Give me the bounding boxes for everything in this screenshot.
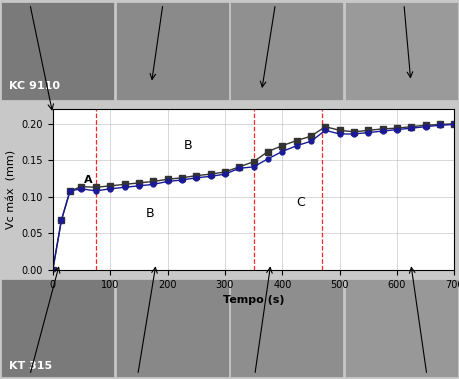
Bar — [230, 2, 343, 100]
Bar — [1, 279, 114, 377]
Text: C: C — [296, 196, 305, 208]
Y-axis label: Vc máx  (mm): Vc máx (mm) — [6, 150, 16, 229]
Bar — [116, 2, 229, 100]
Text: B: B — [146, 207, 155, 220]
Text: KT 315: KT 315 — [9, 361, 52, 371]
Text: A: A — [84, 175, 93, 185]
X-axis label: Tempo (s): Tempo (s) — [223, 295, 284, 305]
Bar — [345, 2, 458, 100]
Bar — [1, 2, 114, 100]
Bar — [116, 279, 229, 377]
Text: B: B — [183, 139, 192, 152]
Bar — [230, 279, 343, 377]
Text: KC 9110: KC 9110 — [9, 81, 60, 91]
Bar — [345, 279, 458, 377]
